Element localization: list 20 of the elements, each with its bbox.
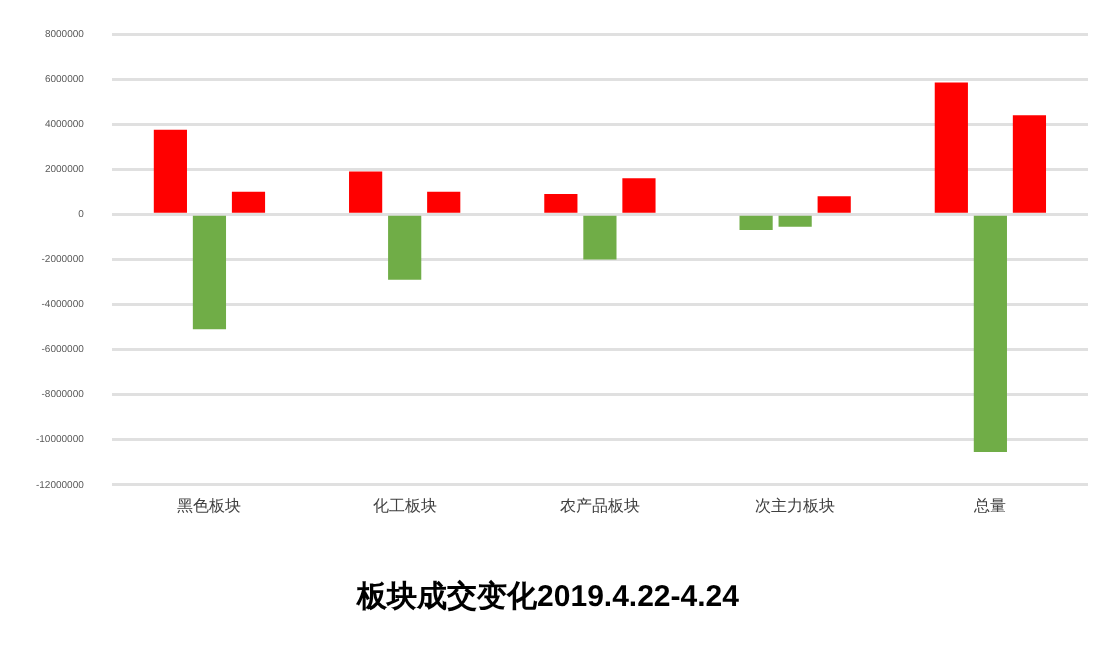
bar [231,191,266,213]
x-tick-label: 化工板块 [372,496,437,515]
bar [427,191,461,213]
x-tick-label: 农产品板块 [559,496,640,515]
bar [583,215,617,260]
bar [388,215,422,280]
x-tick-label: 黑色板块 [177,496,242,515]
bar [153,129,187,213]
bar [1012,115,1047,213]
x-tick-label: 总量 [972,496,1007,515]
bar [934,82,968,213]
bar [349,171,383,213]
bar [778,215,812,227]
bar [622,178,656,213]
bar [817,196,851,213]
x-tick-label: 次主力板块 [755,496,836,515]
text: 板块成交变化2019.4.22-4.24 [355,578,741,615]
bar [192,215,227,330]
bar [973,215,1007,453]
bar [544,194,578,213]
